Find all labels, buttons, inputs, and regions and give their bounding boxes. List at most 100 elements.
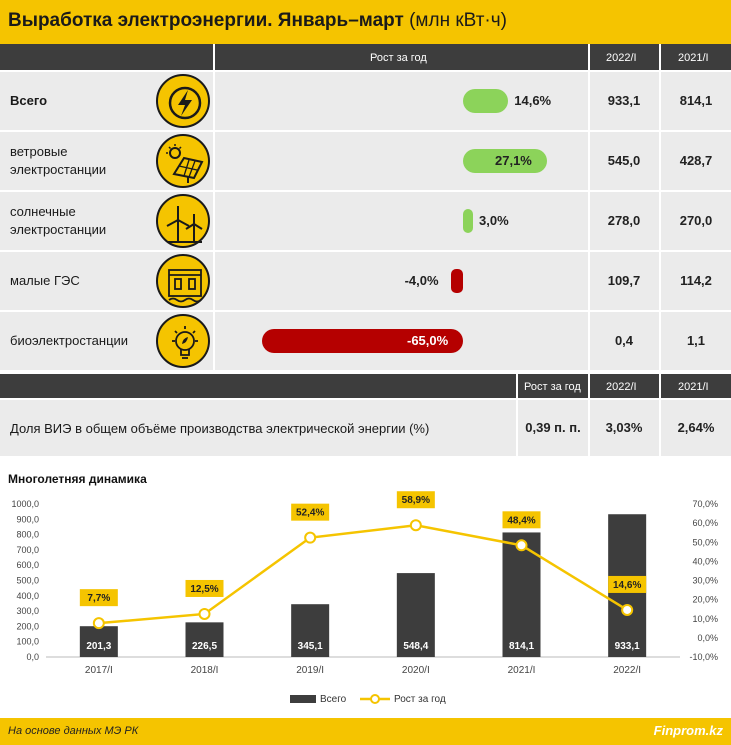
value-2021: 428,7 xyxy=(679,153,713,168)
growth-point xyxy=(621,603,634,616)
share-2021: 2,64% xyxy=(677,420,715,435)
row-label: малые ГЭС xyxy=(10,273,80,288)
value-2021: 814,1 xyxy=(679,93,713,108)
bar-label: 814,1 xyxy=(509,641,534,652)
growth-label-box xyxy=(502,511,541,529)
bar-label: 345,1 xyxy=(298,641,323,652)
hydro-dam-icon xyxy=(156,254,210,308)
growth-label-box xyxy=(185,579,224,597)
growth-label: 14,6% xyxy=(514,93,552,108)
share-header-2022: 2022/I xyxy=(606,381,637,393)
table-row: солнечные электростанции 3,0% 278,0 270,0 xyxy=(0,192,731,250)
solar-panel-icon xyxy=(156,134,210,188)
growth-point-label: 52,4% xyxy=(296,508,324,519)
share-header-2021: 2021/I xyxy=(678,381,709,393)
y-tick-left: 500,0 xyxy=(16,576,39,586)
value-2021: 1,1 xyxy=(686,333,706,348)
bar-2018/I xyxy=(185,622,224,657)
share-growth: 0,39 п. п. xyxy=(525,420,581,435)
growth-point-label: 14,6% xyxy=(613,580,641,591)
y-tick-left: 600,0 xyxy=(16,560,39,570)
growth-label-box xyxy=(291,503,330,521)
growth-bar xyxy=(463,209,473,233)
x-tick-label: 2017/I xyxy=(85,665,113,676)
table-row: Всего 14,6% 933,1 814,1 xyxy=(0,72,731,130)
dynamics-chart: 0,0 100,0 200,0 300,0 400,0 500,0 600,0 700,0 80… xyxy=(11,491,718,705)
value-2021: 114,2 xyxy=(680,273,712,288)
page-title: Выработка электроэнергии. Январь–март (м… xyxy=(8,10,507,32)
share-2022: 3,03% xyxy=(605,420,643,435)
y-tick-right: 30,0% xyxy=(692,576,718,586)
y-tick-right: 20,0% xyxy=(692,595,718,605)
growth-label: -4,0% xyxy=(404,273,439,288)
x-tick-label: 2020/I xyxy=(402,665,430,676)
bar-label: 548,4 xyxy=(403,641,428,652)
table-row: малые ГЭС -4,0% 109,7 114,2 xyxy=(0,252,731,310)
y-tick-left: 900,0 xyxy=(16,514,39,524)
growth-point-label: 58,9% xyxy=(402,495,430,506)
y-tick-left: 0,0 xyxy=(26,652,39,662)
legend-line-marker xyxy=(370,694,380,704)
growth-point xyxy=(92,617,105,630)
share-label: Доля ВИЭ в общем объёме производства эле… xyxy=(10,421,430,436)
growth-point-label: 12,5% xyxy=(190,584,218,595)
growth-line xyxy=(98,523,628,625)
x-tick-label: 2019/I xyxy=(296,665,324,676)
header-growth: Рост за год xyxy=(370,52,427,64)
y-tick-left: 1000,0 xyxy=(11,499,39,509)
growth-bar xyxy=(261,329,463,353)
y-tick-left: 700,0 xyxy=(16,545,39,555)
y-tick-right: 60,0% xyxy=(692,518,718,528)
growth-point xyxy=(304,531,317,544)
x-tick-label: 2021/I xyxy=(508,665,536,676)
growth-label: 27,1% xyxy=(495,153,532,168)
legend-line-label: Рост за год xyxy=(394,694,446,705)
chart-title: Многолетняя динамика xyxy=(8,472,147,486)
footer-source: На основе данных МЭ РК xyxy=(8,725,139,737)
growth-bar xyxy=(463,89,509,113)
y-tick-left: 300,0 xyxy=(16,606,39,616)
bar-label: 933,1 xyxy=(615,641,640,652)
footer-brand: Finprom.kz xyxy=(653,723,723,738)
value-2022: 545,0 xyxy=(607,153,641,168)
row-label: солнечные электростанции xyxy=(10,204,107,237)
growth-point-label: 48,4% xyxy=(507,515,535,526)
bar-label: 201,3 xyxy=(86,641,111,652)
table-row: биоэлектростанции -65,0% 0,4 1,1 xyxy=(0,312,731,370)
table-header: Рост за год 2022/I 2021/I xyxy=(0,44,731,70)
table-row: ветровые электростанции 27,1% 545,0 428,7 xyxy=(0,132,731,190)
value-2022: 109,7 xyxy=(607,273,641,288)
lightning-icon xyxy=(156,74,210,128)
y-tick-right: 50,0% xyxy=(692,537,718,547)
y-tick-right: 70,0% xyxy=(692,499,718,509)
row-label: биоэлектростанции xyxy=(10,333,129,348)
header-2021: 2021/I xyxy=(678,52,709,64)
growth-bar xyxy=(463,149,547,173)
bar-label: 226,5 xyxy=(192,641,217,652)
share-table-header: Рост за год 2022/I 2021/I xyxy=(0,374,731,398)
y-tick-right: 10,0% xyxy=(692,614,718,624)
y-tick-right: 0,0% xyxy=(697,633,718,643)
wind-turbine-icon xyxy=(156,194,210,248)
growth-bar xyxy=(450,269,463,293)
eco-bulb-icon xyxy=(156,314,210,368)
growth-label-box xyxy=(608,575,647,593)
growth-label: -65,0% xyxy=(407,333,449,348)
title-unit: (млн кВт·ч) xyxy=(409,10,507,31)
value-2022: 278,0 xyxy=(607,213,641,228)
legend-bar-label: Всего xyxy=(320,694,347,705)
title-bar: Выработка электроэнергии. Январь–март (м… xyxy=(0,0,731,44)
growth-point xyxy=(515,539,528,552)
growth-point-label: 7,7% xyxy=(87,593,110,604)
row-label: ветровые электростанции xyxy=(10,144,107,177)
bar-2017/I xyxy=(79,626,118,657)
growth-point xyxy=(198,607,211,620)
y-tick-right: -10,0% xyxy=(689,652,718,662)
legend-bar-swatch xyxy=(290,695,316,703)
x-tick-label: 2018/I xyxy=(191,665,219,676)
y-tick-left: 400,0 xyxy=(16,591,39,601)
growth-label-box xyxy=(396,491,435,509)
title-main: Выработка электроэнергии. Январь–март xyxy=(8,10,404,31)
y-tick-left: 100,0 xyxy=(16,637,39,647)
footer: На основе данных МЭ РК Finprom.kz xyxy=(0,718,731,745)
